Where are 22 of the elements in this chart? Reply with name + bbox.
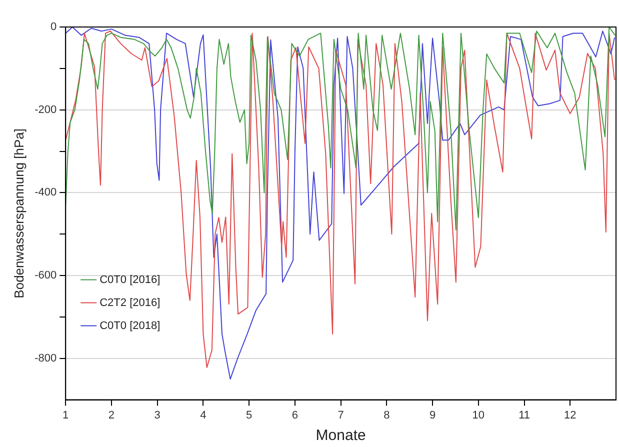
x-tick-label: 11 — [518, 409, 530, 422]
x-tick-label: 1 — [62, 409, 69, 422]
y-tick-label: -400 — [34, 186, 57, 199]
y-tick-label: 0 — [50, 21, 57, 34]
x-tick-label: 2 — [108, 409, 115, 422]
legend-label: C2T2 [2016] — [100, 296, 160, 309]
x-tick-label: 4 — [200, 409, 206, 422]
legend-label: C0T0 [2018] — [100, 320, 160, 332]
x-tick-label: 8 — [384, 409, 390, 422]
legend-label: C0T0 [2016] — [100, 274, 160, 286]
y-tick-label: -600 — [34, 270, 57, 282]
y-tick-label: -200 — [34, 104, 57, 116]
x-tick-label: 12 — [564, 409, 576, 422]
x-tick-label: 5 — [246, 409, 252, 422]
x-tick-label: 10 — [472, 409, 485, 422]
x-axis-title: Monate — [316, 427, 366, 444]
x-tick-label: 7 — [338, 409, 344, 422]
x-tick-label: 3 — [154, 409, 160, 422]
x-tick-label: 9 — [429, 409, 436, 422]
x-tick-label: 6 — [292, 409, 298, 422]
y-axis-title: Bodenwasserspannung [hPa] — [11, 128, 26, 298]
y-tick-label: -800 — [34, 352, 57, 364]
